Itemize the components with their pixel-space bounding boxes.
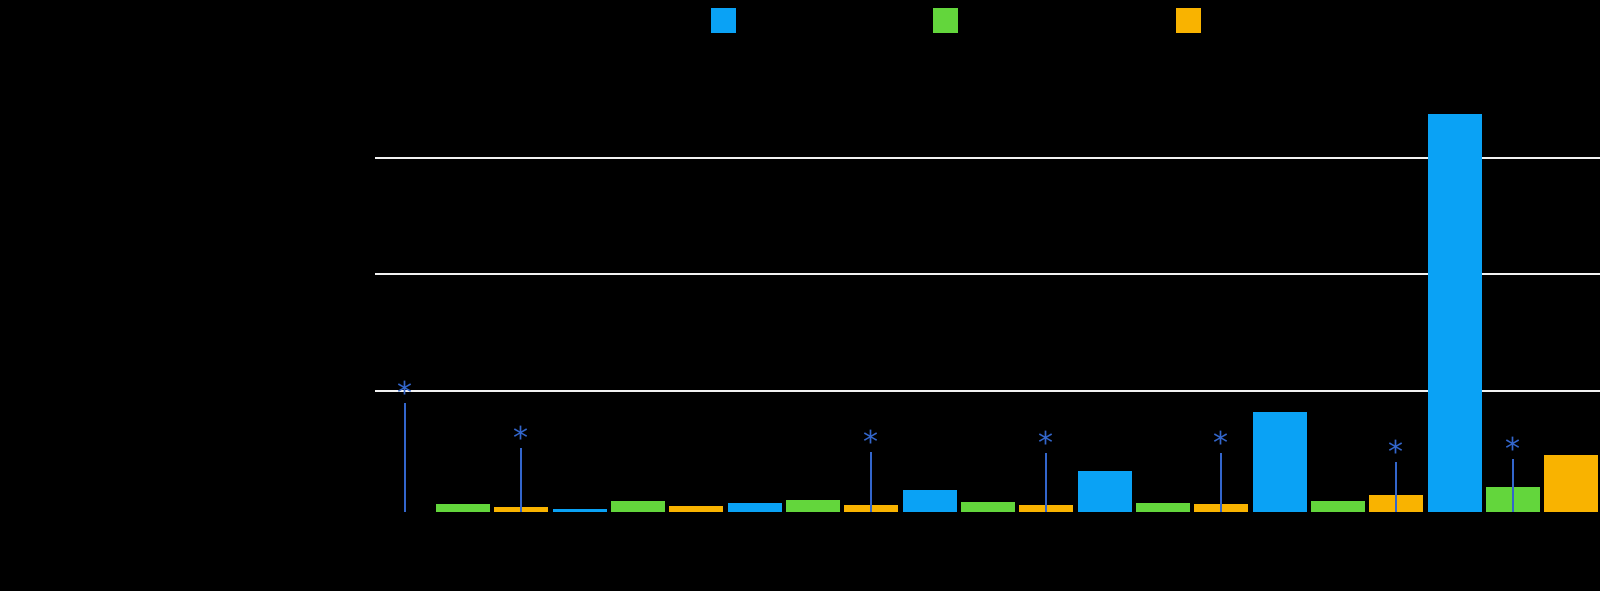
- bar-task-b-series-1: [552, 508, 607, 512]
- chart-legend: Method 1 Method 2 Method 3: [0, 0, 1600, 40]
- asterisk-icon: *: [513, 421, 528, 457]
- y-tick-label: 20: [344, 56, 361, 74]
- x-tick-label: Task A: [441, 522, 484, 538]
- bar-task-g-series-3: [1543, 455, 1598, 512]
- bar-task-g-series-1: [1427, 114, 1482, 512]
- gridline: [375, 390, 1600, 392]
- bar-task-f-series-1: [1252, 411, 1307, 512]
- legend-swatch-blue-icon: [711, 7, 736, 33]
- asterisk-icon: *: [1388, 435, 1403, 471]
- bar-task-a-series-2: [435, 504, 490, 512]
- x-tick-label: Task B: [616, 522, 659, 538]
- y-tick-label: 0: [352, 501, 361, 519]
- bar-task-d-series-2: [960, 502, 1015, 512]
- y-tick-label: 5: [352, 382, 361, 400]
- x-tick-label: Task E: [1141, 522, 1184, 538]
- asterisk-icon: *: [863, 424, 878, 460]
- chart-title: Performance comparison across benchmark …: [583, 4, 1017, 24]
- plot-area: * * * * * * *: [375, 40, 1600, 512]
- y-tick-label: 10: [344, 265, 361, 283]
- gridline: [375, 273, 1600, 275]
- y-axis: Score 20 15 10 5 0: [0, 40, 375, 519]
- bar-task-d-series-1: [902, 489, 957, 512]
- bar-task-c-series-1: [727, 503, 782, 512]
- legend-item-method-3[interactable]: Method 3: [1176, 7, 1274, 33]
- significance-line: [869, 451, 872, 512]
- significance-line: [1044, 453, 1047, 512]
- asterisk-icon: *: [397, 376, 412, 412]
- legend-label-method-2: Method 2: [968, 11, 1031, 29]
- x-tick-label: Task C: [791, 522, 834, 538]
- bar-task-e-series-1: [1077, 470, 1132, 512]
- y-tick-label: 15: [344, 149, 361, 167]
- legend-swatch-orange-icon: [1176, 7, 1201, 33]
- significance-line: [1219, 453, 1222, 512]
- bar-task-f-series-2: [1310, 501, 1365, 512]
- legend-label-method-1: Method 1: [746, 11, 809, 29]
- legend-swatch-green-icon: [933, 7, 958, 33]
- significance-line: [403, 403, 406, 512]
- x-axis-title: Benchmark task: [930, 566, 1045, 583]
- gridline: [375, 157, 1600, 159]
- legend-label-method-3: Method 3: [1211, 11, 1274, 29]
- asterisk-icon: *: [1213, 426, 1228, 461]
- legend-item-method-1[interactable]: Method 1: [711, 7, 809, 33]
- x-tick-label: Task F: [1316, 522, 1359, 538]
- asterisk-icon: *: [1038, 426, 1053, 461]
- significance-line: [1511, 458, 1514, 512]
- asterisk-icon: *: [1505, 431, 1520, 467]
- bar-task-c-series-2: [785, 500, 840, 512]
- legend-item-method-2[interactable]: Method 2: [933, 7, 1031, 33]
- x-tick-label: Task D: [966, 522, 1009, 538]
- significance-line: [1394, 462, 1397, 512]
- bar-task-b-series-2: [610, 500, 665, 512]
- x-tick-label: Task G: [1490, 522, 1535, 538]
- y-axis-title: Score: [13, 255, 30, 297]
- x-axis: Benchmark task Task A Task B Task C Task D T…: [375, 514, 1600, 591]
- bar-task-b-series-3: [668, 506, 723, 512]
- significance-line: [519, 448, 522, 512]
- bar-task-e-series-2: [1135, 503, 1190, 512]
